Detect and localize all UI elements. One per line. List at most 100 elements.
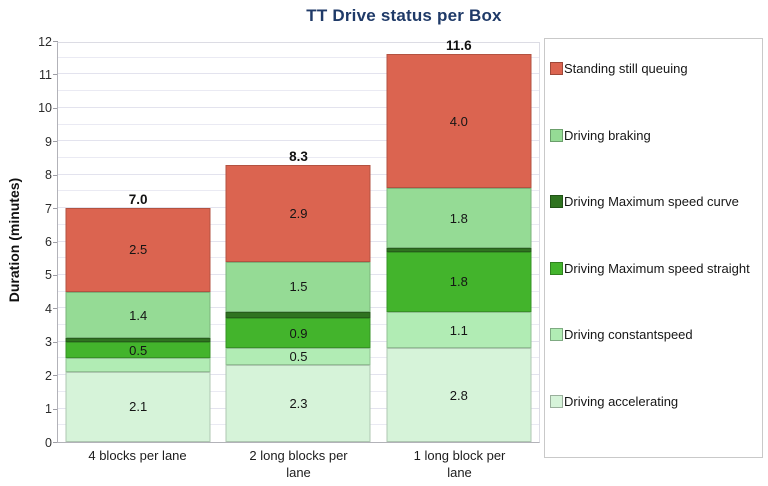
y-tick-mark (53, 408, 58, 410)
x-label-slot: 4 blocks per lane (57, 448, 218, 482)
stacked-bar: 4.0 1.8 1.8 1.1 2.8 (386, 54, 532, 442)
y-tick-mark (53, 74, 58, 76)
legend-label: Driving accelerating (564, 393, 679, 409)
y-tick-mark (53, 375, 58, 377)
bar-segment: 2.8 (386, 348, 532, 442)
y-tick-label: 6 (45, 235, 52, 249)
segment-value-label: 1.8 (449, 274, 468, 290)
y-tick-label: 12 (38, 34, 52, 49)
gridline (58, 56, 539, 58)
bar-slot: 2.9 1.5 0.9 0.5 2.3 8.3 (218, 43, 378, 442)
gridline (58, 123, 539, 125)
legend-item: Driving constantspeed (550, 327, 760, 342)
segment-value-label: 0.9 (289, 325, 308, 341)
y-tick-label: 0 (45, 435, 52, 450)
y-tick-label: 9 (45, 134, 52, 149)
segment-value-label: 2.1 (129, 399, 148, 415)
legend-item: Driving Maximum speed straight (550, 261, 760, 276)
y-tick-mark (53, 274, 58, 276)
segment-value-label: 0.5 (289, 349, 308, 365)
segment-value-label: 2.9 (289, 205, 308, 221)
bar-segment: 2.1 (65, 371, 211, 442)
bar-slot: 2.5 1.4 0.5 2.1 7.0 (58, 43, 218, 442)
gridline (58, 90, 539, 92)
legend-color-swatch-icon (550, 128, 563, 142)
bar-segment (225, 311, 371, 319)
y-tick-label: 5 (45, 268, 52, 283)
y-tick-mark (53, 341, 58, 343)
y-axis: 0 1 2 3 4 5 6 7 8 9 10 11 12 (26, 35, 58, 449)
legend-label: Driving constantspeed (564, 327, 693, 343)
bar-segment: 1.8 (386, 188, 532, 249)
gridline (58, 156, 539, 158)
y-tick-mark (53, 41, 58, 42)
y-axis-title: Duration (minutes) (6, 177, 22, 303)
legend-item: Driving braking (550, 128, 760, 143)
segment-value-label: 4.0 (449, 113, 468, 129)
y-tick-label: 7 (45, 201, 52, 216)
y-tick-mark (53, 241, 58, 243)
segment-value-label: 2.8 (449, 387, 468, 403)
x-label-slot: 1 long block per lane (379, 448, 540, 482)
bar-segment (386, 248, 532, 252)
y-tick-label: 1 (45, 402, 52, 417)
x-label-slot: 2 long blocks per lane (218, 448, 379, 482)
y-tick-label: 10 (38, 101, 52, 116)
bar-segment: 4.0 (386, 54, 532, 189)
plot-area: 2.5 1.4 0.5 2.1 7.0 2.9 1.5 0.9 0.5 2.3 8.3 4.0 1.8 1… (57, 38, 540, 443)
x-category-label: 2 long blocks per lane (249, 448, 348, 480)
bar-segment: 2.9 (225, 164, 371, 262)
y-tick-mark (53, 141, 58, 143)
bar-segment: 2.3 (225, 365, 371, 442)
segment-value-label: 2.3 (289, 396, 308, 412)
legend-color-swatch-icon (550, 261, 563, 275)
x-axis: 4 blocks per lane 2 long blocks per lane 1… (57, 448, 540, 482)
bar-segment (65, 358, 211, 372)
gridline (58, 73, 539, 75)
y-tick-mark (53, 174, 58, 176)
y-tick-label: 11 (39, 67, 52, 82)
bar-segment: 2.5 (65, 208, 211, 292)
legend-label: Driving braking (564, 127, 651, 143)
bar-total-label: 8.3 (289, 148, 308, 164)
bars-container: 2.5 1.4 0.5 2.1 7.0 2.9 1.5 0.9 0.5 2.3 8.3 4.0 1.8 1… (58, 38, 539, 442)
stacked-bar: 2.5 1.4 0.5 2.1 (65, 208, 211, 442)
stacked-bar: 2.9 1.5 0.9 0.5 2.3 (225, 164, 371, 442)
legend-item: Driving accelerating (550, 394, 760, 409)
legend-color-swatch-icon (550, 394, 563, 408)
bar-segment (65, 338, 211, 342)
y-tick-mark (53, 208, 58, 210)
bar-segment: 0.5 (225, 348, 371, 366)
bar-segment: 1.1 (386, 311, 532, 349)
legend-item: Standing still queuing (550, 61, 760, 76)
legend-label: Standing still queuing (564, 61, 688, 76)
segment-value-label: 1.5 (289, 279, 308, 295)
legend-item: Driving Maximum speed curve (550, 194, 760, 209)
bar-segment: 1.5 (225, 261, 371, 312)
x-category-label: 4 blocks per lane (88, 448, 187, 463)
y-tick-mark (53, 107, 58, 109)
gridline (58, 106, 539, 108)
bar-total-label: 7.0 (128, 192, 148, 208)
bar-segment: 1.8 (386, 251, 532, 312)
y-tick-label: 2 (45, 368, 52, 383)
y-tick-label: 8 (45, 168, 52, 183)
legend-color-swatch-icon (550, 328, 563, 342)
bar-segment: 0.9 (225, 318, 371, 349)
y-tick-mark (53, 442, 58, 443)
legend-label: Driving Maximum speed curve (564, 194, 739, 210)
bar-total-label: 11.6 (446, 38, 472, 54)
segment-value-label: 2.5 (129, 242, 148, 258)
chart-title: TT Drive status per Box (306, 6, 502, 25)
bar-segment: 0.5 (65, 341, 211, 359)
y-tick-mark (53, 308, 58, 310)
segment-value-label: 0.5 (129, 342, 148, 358)
segment-value-label: 1.1 (449, 322, 468, 338)
bar-slot: 4.0 1.8 1.8 1.1 2.8 11.6 (379, 38, 539, 442)
gridline (58, 140, 539, 142)
legend-label: Driving Maximum speed straight (564, 260, 750, 276)
segment-value-label: 1.8 (449, 210, 468, 226)
segment-value-label: 1.4 (129, 307, 148, 323)
legend: Standing still queuing Driving braking Dri… (544, 38, 763, 458)
bar-segment: 1.4 (65, 291, 211, 339)
